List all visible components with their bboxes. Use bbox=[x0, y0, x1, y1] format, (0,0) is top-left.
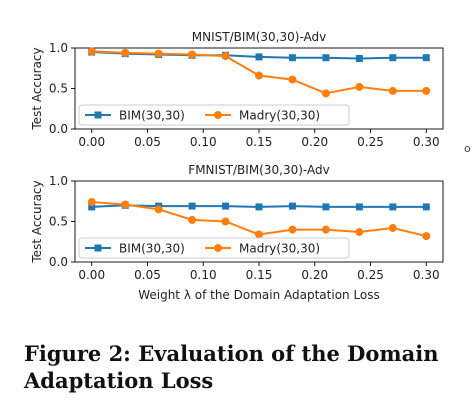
legend-marker bbox=[94, 111, 102, 119]
series-1 bbox=[88, 48, 430, 63]
data-point bbox=[255, 71, 263, 80]
chart-panel-1: MNIST/BIM(30,30)-Adv 0.0 0.5 1.0 0.00 0.05 0.1… bbox=[30, 30, 444, 149]
data-point bbox=[322, 203, 330, 211]
data-point bbox=[255, 53, 263, 61]
data-point bbox=[154, 205, 163, 214]
figure-charts: MNIST/BIM(30,30)-Adv 0.0 0.5 1.0 0.00 0.05 0.1… bbox=[30, 30, 444, 302]
x-tick-label: 0.25 bbox=[357, 135, 384, 149]
series-1 bbox=[88, 201, 430, 211]
x-tick-label: 0.15 bbox=[246, 268, 273, 282]
data-point bbox=[88, 203, 96, 211]
chart-panel-2: FMNIST/BIM(30,30)-Adv 0.0 0.5 1.0 0.00 0.05 0.… bbox=[30, 163, 444, 302]
data-point bbox=[221, 217, 230, 226]
y-axis-label: Test Accuracy bbox=[30, 47, 44, 130]
data-point bbox=[355, 82, 364, 91]
legend-label: BIM(30,30) bbox=[119, 242, 185, 256]
data-point bbox=[321, 89, 330, 98]
y-tick-label: 0.5 bbox=[49, 82, 68, 96]
y-tick-label: 0.5 bbox=[49, 215, 68, 229]
x-tick-label: 0.15 bbox=[246, 135, 273, 149]
data-point bbox=[422, 54, 430, 62]
legend-marker bbox=[94, 244, 102, 252]
x-axis-label: Weight λ of the Domain Adaptation Loss bbox=[138, 288, 380, 302]
x-tick-label: 0.00 bbox=[78, 135, 105, 149]
x-tick-label: 0.30 bbox=[413, 268, 440, 282]
data-point bbox=[87, 198, 96, 207]
chart-title: MNIST/BIM(30,30)-Adv bbox=[192, 30, 326, 44]
data-point bbox=[188, 202, 196, 210]
legend-marker bbox=[214, 111, 222, 119]
edge-fragment: o bbox=[464, 142, 471, 155]
legend: BIM(30,30) Madry(30,30) bbox=[78, 237, 350, 259]
x-tick-label: 0.20 bbox=[301, 268, 328, 282]
y-tick-label: 1.0 bbox=[49, 41, 68, 55]
figure-caption: Figure 2: Evaluation of the Domain Adapt… bbox=[24, 341, 439, 393]
data-point bbox=[355, 203, 363, 211]
data-point bbox=[255, 230, 263, 239]
data-point bbox=[222, 202, 230, 210]
legend-marker bbox=[214, 244, 222, 252]
x-tick-label: 0.10 bbox=[190, 268, 217, 282]
data-point bbox=[422, 203, 430, 211]
legend-label: BIM(30,30) bbox=[119, 109, 185, 123]
data-point bbox=[355, 55, 363, 63]
y-tick-label: 1.0 bbox=[49, 174, 68, 188]
x-tick-label: 0.05 bbox=[134, 268, 161, 282]
data-point bbox=[322, 54, 330, 62]
data-point bbox=[121, 48, 130, 57]
legend-label: Madry(30,30) bbox=[239, 242, 320, 256]
data-point bbox=[154, 49, 163, 58]
data-point bbox=[288, 54, 296, 62]
data-point bbox=[221, 52, 230, 61]
y-tick-label: 0.0 bbox=[49, 122, 68, 136]
y-tick-label: 0.0 bbox=[49, 255, 68, 269]
data-point bbox=[188, 50, 197, 59]
x-tick-label: 0.00 bbox=[78, 268, 105, 282]
y-axis-label: Test Accuracy bbox=[30, 180, 44, 263]
data-point bbox=[255, 203, 263, 211]
chart-title: FMNIST/BIM(30,30)-Adv bbox=[188, 163, 329, 177]
data-point bbox=[422, 232, 431, 241]
series-2 bbox=[87, 198, 431, 241]
legend: BIM(30,30) Madry(30,30) bbox=[78, 104, 350, 126]
legend-label: Madry(30,30) bbox=[239, 109, 320, 123]
data-point bbox=[288, 202, 296, 210]
series-2 bbox=[87, 47, 431, 98]
data-point bbox=[389, 203, 397, 211]
data-point bbox=[389, 54, 397, 62]
x-tick-label: 0.05 bbox=[134, 135, 161, 149]
data-point bbox=[288, 75, 297, 84]
data-point bbox=[288, 225, 297, 234]
data-point bbox=[188, 215, 197, 224]
x-tick-label: 0.20 bbox=[301, 135, 328, 149]
data-point bbox=[422, 86, 431, 95]
x-tick-label: 0.10 bbox=[190, 135, 217, 149]
data-point bbox=[388, 86, 397, 95]
x-tick-label: 0.30 bbox=[413, 135, 440, 149]
data-point bbox=[321, 225, 330, 234]
data-point bbox=[87, 47, 96, 56]
data-point bbox=[388, 223, 397, 232]
data-point bbox=[121, 200, 130, 209]
x-tick-label: 0.25 bbox=[357, 268, 384, 282]
data-point bbox=[355, 228, 364, 237]
